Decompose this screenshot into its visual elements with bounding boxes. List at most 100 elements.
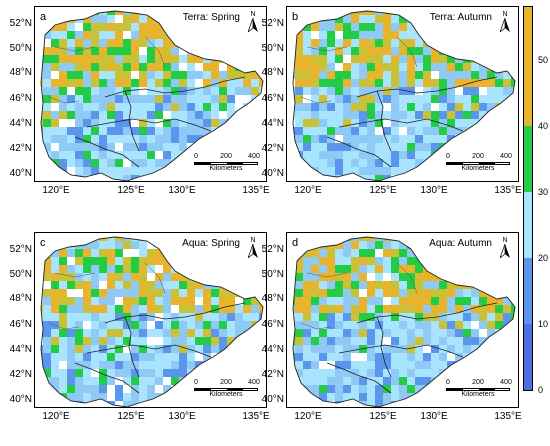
longitude-tick-label: 120°E: [294, 185, 322, 196]
province-boundary: [326, 362, 392, 394]
latitude-tick-label: 50°N: [9, 43, 32, 54]
county-boundary: [144, 262, 166, 294]
colorbar-tick-label: 40: [538, 120, 549, 131]
colorbar-segment: [524, 191, 532, 258]
map-panel-terra-autumn: b Terra: Autumn N 0 200 400 Kilometers: [286, 6, 519, 182]
latitude-tick-label: 42°N: [261, 369, 284, 380]
colorbar-segment: [524, 125, 532, 192]
panel-letter: b: [292, 11, 299, 23]
province-boundary: [104, 302, 246, 324]
colorbar: [523, 6, 533, 391]
province-boundary: [86, 118, 212, 132]
latitude-tick-label: 42°N: [261, 143, 284, 154]
longitude-tick-label: 120°E: [42, 411, 70, 422]
panel-title: Aqua: Autumn: [429, 238, 492, 249]
latitude-tick-label: 44°N: [9, 118, 32, 129]
longitude-tick-label: 135°E: [242, 185, 270, 196]
county-boundary: [54, 272, 96, 278]
longitude-tick-label: 130°E: [168, 411, 196, 422]
latitude-tick-label: 44°N: [261, 344, 284, 355]
map-plot: [40, 10, 264, 181]
latitude-tick-label: 52°N: [261, 18, 284, 29]
latitude-tick-label: 50°N: [261, 269, 284, 280]
latitude-tick-label: 44°N: [261, 118, 284, 129]
latitude-tick-label: 46°N: [9, 93, 32, 104]
scale-bar: 0 200 400 Kilometers: [194, 153, 260, 172]
longitude-tick-label: 125°E: [369, 411, 397, 422]
colorbar-tick-label: 20: [538, 252, 549, 263]
north-arrow-icon: N: [498, 237, 512, 263]
panel-title: Aqua: Spring: [182, 238, 240, 249]
province-boundary: [356, 76, 498, 98]
region-boundary: [292, 236, 516, 407]
north-arrow-icon: N: [246, 237, 260, 263]
latitude-tick-label: 46°N: [9, 319, 32, 330]
province-boundary: [74, 362, 140, 394]
longitude-tick-label: 125°E: [117, 411, 145, 422]
longitude-tick-label: 135°E: [494, 185, 522, 196]
longitude-tick-label: 130°E: [420, 185, 448, 196]
longitude-tick-label: 135°E: [242, 411, 270, 422]
county-boundary: [48, 96, 80, 104]
county-boundary: [396, 36, 418, 68]
latitude-tick-label: 48°N: [261, 293, 284, 304]
colorbar-segment: [524, 7, 532, 126]
panel-letter: c: [40, 237, 46, 249]
north-arrow-icon: N: [498, 11, 512, 37]
colorbar-segment: [524, 257, 532, 324]
latitude-tick-label: 52°N: [9, 18, 32, 29]
province-boundary: [104, 76, 246, 98]
latitude-tick-label: 52°N: [261, 244, 284, 255]
raster-cells: [41, 11, 263, 181]
map-plot: [292, 236, 516, 407]
longitude-tick-label: 125°E: [117, 185, 145, 196]
panel-letter: d: [292, 237, 299, 249]
county-boundary: [54, 46, 96, 52]
longitude-tick-label: 135°E: [494, 411, 522, 422]
colorbar-tick-label: 50: [538, 54, 549, 65]
province-boundary: [124, 90, 140, 152]
latitude-tick-label: 44°N: [9, 344, 32, 355]
latitude-tick-label: 48°N: [261, 67, 284, 78]
map-panel-terra-spring: a Terra: Spring N 0 200 400 Kilometers: [34, 6, 267, 182]
latitude-tick-label: 52°N: [9, 244, 32, 255]
panel-letter: a: [40, 11, 47, 23]
province-boundary: [338, 118, 464, 132]
region-boundary: [292, 10, 516, 181]
county-boundary: [306, 46, 348, 52]
latitude-tick-label: 40°N: [261, 168, 284, 179]
scale-bar: 0 200 400 Kilometers: [194, 379, 260, 398]
latitude-tick-label: 48°N: [9, 67, 32, 78]
scale-bar: 0 200 400 Kilometers: [446, 153, 512, 172]
latitude-tick-label: 40°N: [9, 168, 32, 179]
county-boundary: [306, 272, 348, 278]
province-boundary: [326, 136, 392, 168]
colorbar-tick-label: 30: [538, 186, 549, 197]
province-boundary: [356, 302, 498, 324]
scale-bar: 0 200 400 Kilometers: [446, 379, 512, 398]
latitude-tick-label: 50°N: [9, 269, 32, 280]
county-boundary: [48, 322, 80, 330]
province-boundary: [74, 136, 140, 168]
latitude-tick-label: 40°N: [261, 394, 284, 405]
latitude-tick-label: 42°N: [9, 369, 32, 380]
map-panel-aqua-autumn: d Aqua: Autumn N 0 200 400 Kilometers: [286, 232, 519, 408]
map-plot: [292, 10, 516, 181]
region-boundary: [40, 10, 264, 181]
province-boundary: [338, 344, 464, 358]
longitude-tick-label: 120°E: [42, 185, 70, 196]
latitude-tick-label: 50°N: [261, 43, 284, 54]
latitude-tick-label: 46°N: [261, 93, 284, 104]
latitude-tick-label: 48°N: [9, 293, 32, 304]
colorbar-tick-label: 0: [538, 385, 544, 395]
county-boundary: [300, 322, 332, 330]
longitude-tick-label: 125°E: [369, 185, 397, 196]
province-boundary: [124, 316, 140, 378]
map-panel-aqua-spring: c Aqua: Spring N 0 200 400 Kilometers: [34, 232, 267, 408]
panel-title: Terra: Autumn: [429, 12, 492, 23]
longitude-tick-label: 130°E: [168, 185, 196, 196]
county-boundary: [144, 36, 166, 68]
latitude-tick-label: 42°N: [9, 143, 32, 154]
province-boundary: [376, 316, 392, 378]
longitude-tick-label: 120°E: [294, 411, 322, 422]
